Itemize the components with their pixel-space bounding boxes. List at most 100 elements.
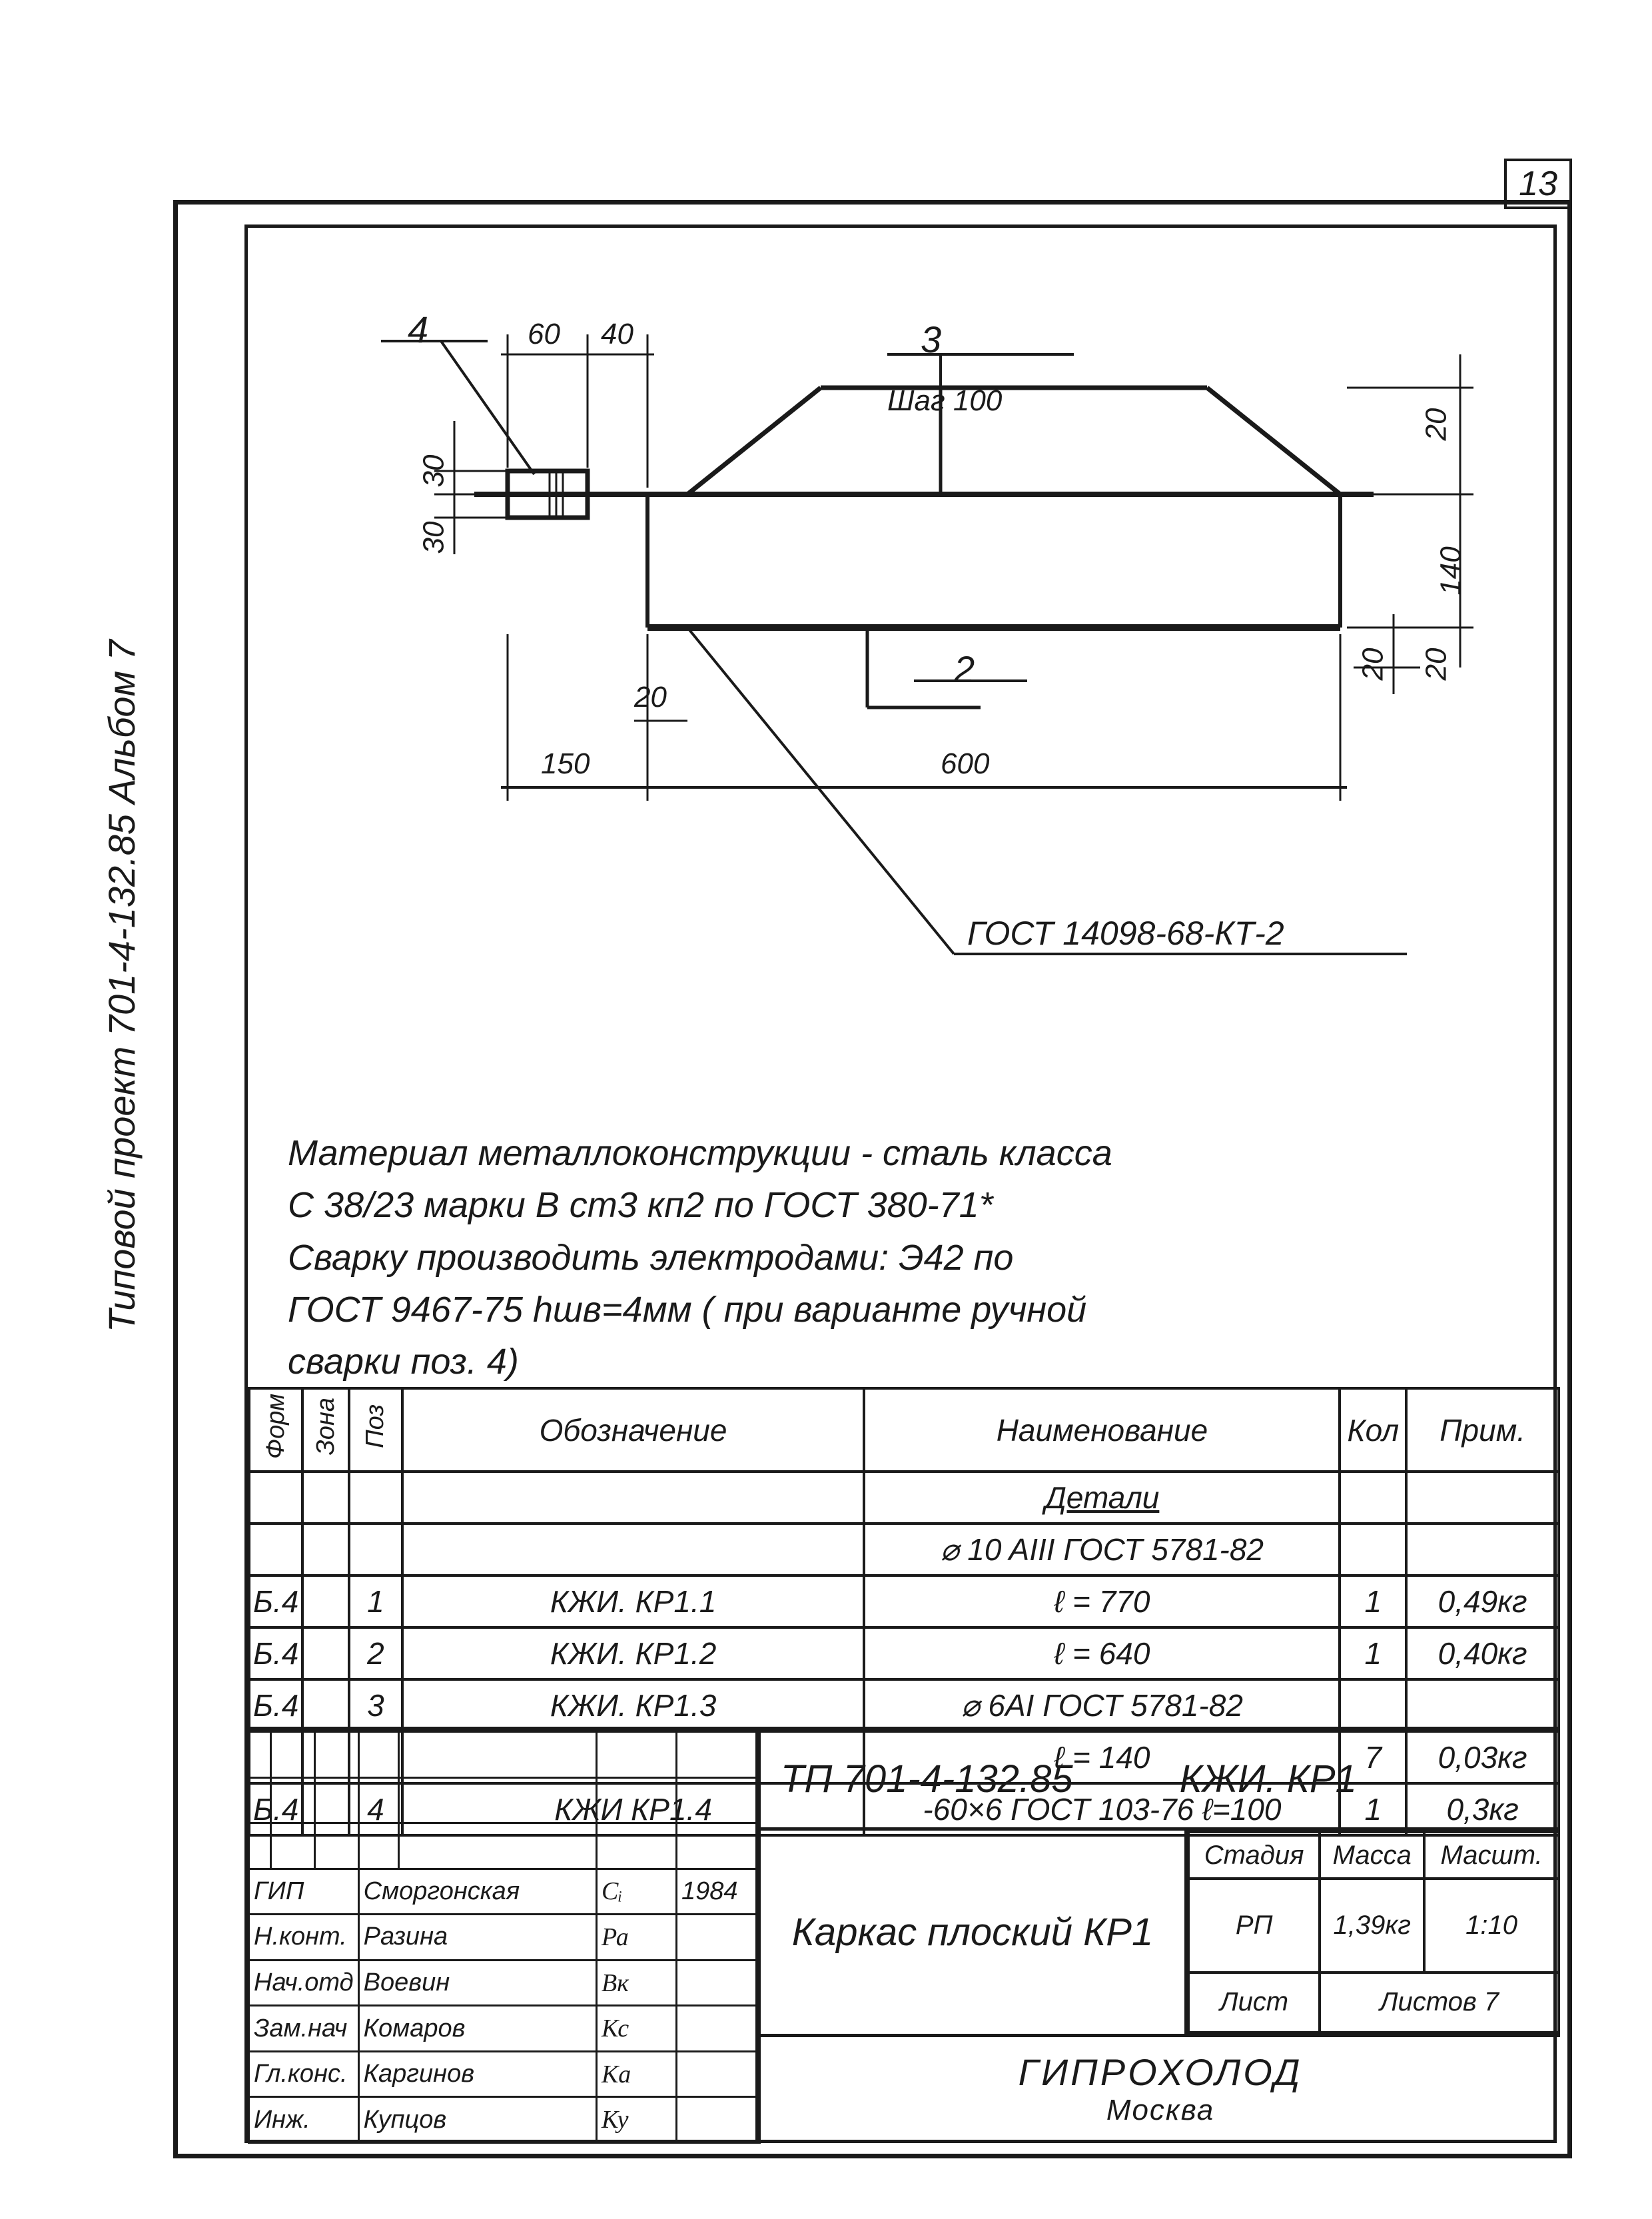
table-row: Б.41КЖИ. КР1.1ℓ = 77010,49кг: [249, 1575, 1559, 1627]
cell-poz: 3: [349, 1679, 402, 1731]
doc-code: КЖИ. КР1: [1180, 1757, 1357, 1801]
h-stage: Стадия: [1188, 1832, 1320, 1879]
dim-600: 600: [941, 747, 989, 781]
callout-4: 4: [408, 308, 428, 351]
cell-kol: [1340, 1524, 1406, 1575]
cell-zona: [302, 1472, 349, 1524]
date: [677, 1960, 757, 2006]
role: Инж.: [249, 2097, 359, 2143]
signature: Ка: [597, 2051, 677, 2097]
technical-drawing: 4 60 40 30 30 3 Шаг 100 2 20 150 600 20 …: [274, 254, 1533, 1114]
dim-20d: 20: [634, 681, 667, 714]
cell-kol: 1: [1340, 1575, 1406, 1627]
date: 1984: [677, 1869, 757, 1915]
dim-150: 150: [541, 747, 590, 781]
inner-frame: 4 60 40 30 30 3 Шаг 100 2 20 150 600 20 …: [244, 224, 1557, 2143]
dim-20b: 20: [1356, 648, 1390, 681]
header-kol: Кол: [1340, 1388, 1406, 1472]
header-prim: Прим.: [1406, 1388, 1559, 1472]
sheets-label: Листов 7: [1320, 1973, 1559, 2032]
signature-row: Зам.начКомаровКс: [249, 2006, 757, 2052]
signature: Кс: [597, 2006, 677, 2052]
note-line: С 38/23 марки В ст3 кп2 по ГОСТ 380-71*: [288, 1179, 1520, 1231]
signature: Сᵢ: [597, 1869, 677, 1915]
name: Воевин: [358, 1960, 596, 2006]
role: Нач.отд: [249, 1960, 359, 2006]
cell-zona: [302, 1524, 349, 1575]
drawing-title: Каркас плоский КР1: [761, 1831, 1187, 2034]
cell-oboz: КЖИ. КР1.2: [402, 1627, 865, 1679]
date: [677, 2051, 757, 2097]
cell-naim: ⌀ 10 AIII ГОСТ 5781-82: [864, 1524, 1340, 1575]
dim-30a: 30: [417, 455, 450, 488]
cell-poz: [349, 1524, 402, 1575]
date: [677, 2097, 757, 2143]
organization: ГИПРОХОЛОД: [761, 2050, 1560, 2094]
header-zona: Зона: [312, 1398, 340, 1456]
title-block: ГИПСморгонскаяСᵢ1984Н.конт.РазинаРаНач.о…: [248, 1727, 1560, 2140]
cell-prim: 0,49кг: [1406, 1575, 1559, 1627]
cell-form: Б.4: [249, 1679, 302, 1731]
header-form: Форм: [262, 1394, 290, 1459]
cell-prim: [1406, 1679, 1559, 1731]
cell-form: Б.4: [249, 1627, 302, 1679]
dim-60: 60: [528, 318, 560, 351]
cell-kol: 1: [1340, 1627, 1406, 1679]
cell-naim: Детали: [864, 1472, 1340, 1524]
doc-number: ТП 701-4-132.85: [781, 1757, 1073, 1801]
signature: Вк: [597, 1960, 677, 2006]
signature-row: Н.конт.РазинаРа: [249, 1915, 757, 1961]
name: Комаров: [358, 2006, 596, 2052]
signature-row: Гл.конс.КаргиновКа: [249, 2051, 757, 2097]
dim-step: Шаг 100: [887, 384, 1002, 418]
table-row: ⌀ 10 AIII ГОСТ 5781-82: [249, 1524, 1559, 1575]
role: Зам.нач: [249, 2006, 359, 2052]
name: Купцов: [358, 2097, 596, 2143]
dim-20c: 20: [1420, 648, 1453, 681]
dim-30b: 30: [417, 522, 450, 554]
signature-row: Нач.отдВоевинВк: [249, 1960, 757, 2006]
name: Сморгонская: [358, 1869, 596, 1915]
stats-block: Стадия Масса Масшт. РП 1,39кг 1:10 Лист: [1187, 1831, 1560, 2034]
signature: Ку: [597, 2097, 677, 2143]
signature-row: Инж.КупцовКу: [249, 2097, 757, 2143]
header-oboz: Обозначение: [402, 1388, 865, 1472]
cell-zona: [302, 1627, 349, 1679]
dim-40: 40: [601, 318, 633, 351]
table-row: Детали: [249, 1472, 1559, 1524]
callout-2: 2: [954, 648, 975, 691]
header-poz: Поз: [361, 1404, 390, 1448]
callout-3: 3: [921, 318, 941, 361]
v-scale: 1:10: [1424, 1879, 1559, 1972]
role: Н.конт.: [249, 1915, 359, 1961]
signature: Ра: [597, 1915, 677, 1961]
date: [677, 1915, 757, 1961]
cell-oboz: КЖИ. КР1.1: [402, 1575, 865, 1627]
note-line: Сварку производить электродами: Э42 по: [288, 1232, 1520, 1284]
cell-kol: [1340, 1679, 1406, 1731]
cell-naim: ⌀ 6AI ГОСТ 5781-82: [864, 1679, 1340, 1731]
material-notes: Материал металлоконструкции - сталь клас…: [288, 1127, 1520, 1388]
note-line: сварки поз. 4): [288, 1336, 1520, 1388]
cell-prim: [1406, 1472, 1559, 1524]
cell-oboz: [402, 1524, 865, 1575]
header-naim: Наименование: [864, 1388, 1340, 1472]
cell-naim: ℓ = 770: [864, 1575, 1340, 1627]
signature-row: ГИПСморгонскаяСᵢ1984: [249, 1869, 757, 1915]
cell-oboz: КЖИ. КР1.3: [402, 1679, 865, 1731]
role: ГИП: [249, 1869, 359, 1915]
date: [677, 2006, 757, 2052]
cell-form: [249, 1472, 302, 1524]
cell-form: Б.4: [249, 1575, 302, 1627]
cell-poz: [349, 1472, 402, 1524]
cell-prim: 0,40кг: [1406, 1627, 1559, 1679]
note-line: ГОСТ 9467-75 hшв=4мм ( при варианте ручн…: [288, 1284, 1520, 1336]
v-stage: РП: [1188, 1879, 1320, 1972]
signatures-block: ГИПСморгонскаяСᵢ1984Н.конт.РазинаРаНач.о…: [248, 1731, 761, 2144]
cell-oboz: [402, 1472, 865, 1524]
side-label: Типовой проект 701-4-132.85 Альбом 7: [100, 640, 143, 1332]
note-line: Материал металлоконструкции - сталь клас…: [288, 1127, 1520, 1179]
table-row: Б.42КЖИ. КР1.2ℓ = 64010,40кг: [249, 1627, 1559, 1679]
name: Каргинов: [358, 2051, 596, 2097]
cell-kol: [1340, 1472, 1406, 1524]
